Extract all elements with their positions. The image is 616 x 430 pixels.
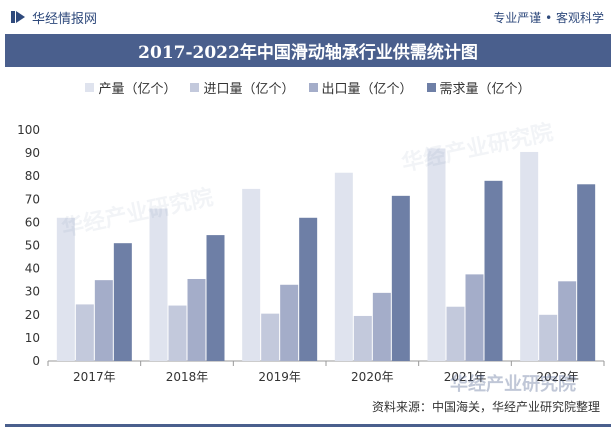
bar: [261, 313, 280, 361]
bar: [427, 148, 446, 361]
legend-swatch: [426, 82, 436, 92]
y-tick-label: 30: [25, 285, 40, 299]
bottom-rule: [5, 424, 611, 427]
y-tick-label: 60: [25, 215, 40, 229]
x-tick-label: 2018年: [166, 370, 209, 384]
legend-item: 出口量（亿个）: [308, 77, 413, 97]
bar: [353, 315, 372, 361]
bar: [484, 180, 503, 361]
bar: [558, 281, 577, 361]
bar: [187, 278, 206, 361]
bar: [372, 292, 391, 361]
top-bar: 华经情报网 专业严谨 • 客观科学: [0, 0, 616, 34]
bar: [446, 306, 465, 361]
bar: [465, 274, 484, 361]
bar: [94, 280, 113, 361]
bar: [539, 314, 558, 361]
x-tick-label: 2021年: [444, 370, 487, 384]
x-tick-label: 2017年: [73, 370, 116, 384]
chart-legend: 产量（亿个） 进口量（亿个） 出口量（亿个） 需求量（亿个）: [0, 77, 616, 97]
bar: [391, 195, 410, 361]
x-tick-label: 2019年: [258, 370, 301, 384]
bar: [520, 151, 539, 361]
y-tick-label: 100: [17, 123, 40, 137]
bar: [280, 284, 299, 361]
legend-label: 出口量（亿个）: [321, 81, 413, 97]
legend-swatch: [85, 82, 95, 92]
y-tick-label: 40: [25, 262, 40, 276]
legend-swatch: [190, 82, 200, 92]
x-tick-label: 2020年: [351, 370, 394, 384]
legend-item: 需求量（亿个）: [426, 77, 531, 97]
y-tick-label: 0: [32, 354, 40, 368]
y-tick-label: 10: [25, 331, 40, 345]
slogan: 专业严谨 • 客观科学: [493, 10, 604, 25]
bar: [299, 217, 318, 361]
bar: [242, 188, 261, 361]
x-tick-label: 2022年: [536, 370, 579, 384]
chart-title: 2017-2022年中国滑动轴承行业供需统计图: [5, 34, 611, 67]
bar: [577, 184, 596, 361]
bar: [149, 208, 168, 361]
bar: [206, 235, 225, 361]
y-tick-label: 50: [25, 239, 40, 253]
y-tick-label: 90: [25, 146, 40, 160]
brand: 华经情报网: [10, 8, 97, 27]
bar: [56, 217, 75, 361]
legend-item: 进口量（亿个）: [190, 77, 295, 97]
bar: [168, 305, 187, 361]
legend-item: 产量（亿个）: [85, 77, 176, 97]
legend-label: 需求量（亿个）: [439, 81, 531, 97]
y-tick-label: 70: [25, 192, 40, 206]
brand-name: 华经情报网: [32, 11, 98, 27]
bar: [334, 172, 353, 361]
bar: [113, 243, 132, 361]
y-tick-label: 80: [25, 169, 40, 183]
source-note: 资料来源：中国海关，华经产业研究院整理: [371, 400, 600, 414]
brand-logo-icon: [11, 11, 25, 23]
legend-label: 产量（亿个）: [98, 81, 177, 97]
bar: [75, 304, 94, 361]
legend-swatch: [308, 82, 318, 92]
legend-label: 进口量（亿个）: [203, 81, 295, 97]
y-tick-label: 20: [25, 308, 40, 322]
